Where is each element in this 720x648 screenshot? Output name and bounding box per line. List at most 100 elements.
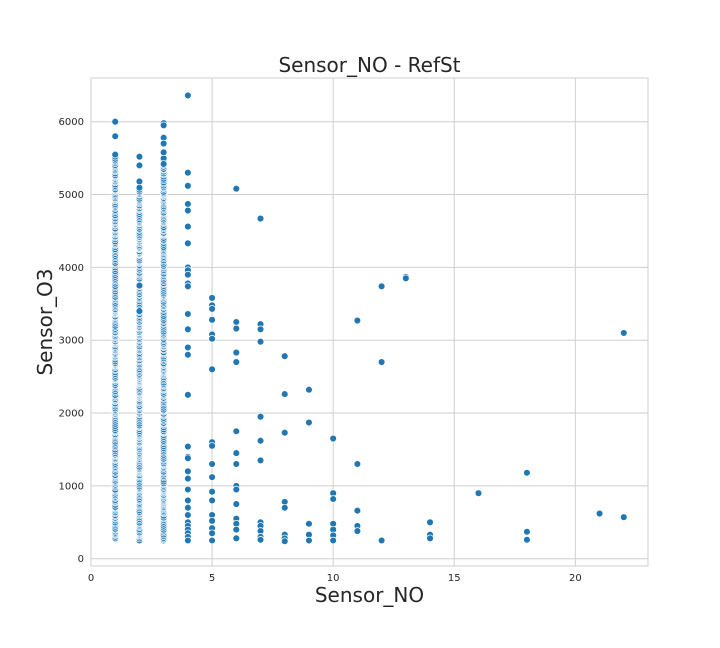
x-tick-label: 15 (448, 573, 461, 584)
data-point (474, 489, 483, 497)
data-point (232, 500, 241, 508)
data-point (353, 506, 362, 515)
y-tick-label: 4000 (59, 263, 84, 274)
data-point (135, 183, 144, 192)
data-point (184, 270, 192, 279)
data-point (523, 536, 531, 544)
data-point (280, 428, 289, 437)
data-point (159, 148, 168, 157)
data-point (232, 485, 241, 494)
data-point (523, 469, 531, 477)
data-point (232, 534, 241, 543)
data-point (256, 337, 265, 346)
data-point (208, 365, 216, 374)
data-point (184, 467, 192, 476)
data-point (208, 305, 216, 313)
x-tick-labels: 0 5 10 15 20 (88, 573, 582, 584)
data-point (184, 325, 192, 334)
x-tick-label: 10 (327, 573, 340, 584)
data-point (280, 503, 289, 512)
data-point (208, 529, 216, 537)
data-point (184, 351, 192, 359)
data-point (620, 513, 628, 521)
data-point (184, 474, 192, 483)
data-point (184, 310, 192, 318)
data-point (159, 139, 168, 148)
data-point (184, 206, 192, 215)
data-point (184, 343, 192, 352)
data-point (232, 358, 241, 366)
data-point (111, 132, 119, 141)
data-point (184, 222, 192, 231)
data-point (208, 442, 216, 450)
x-tick-label: 0 (88, 573, 94, 584)
data-point (377, 536, 386, 545)
data-point (305, 536, 313, 545)
data-point (208, 517, 216, 525)
data-point (208, 487, 216, 496)
y-tick-labels: 0 1000 2000 3000 4000 5000 6000 (59, 117, 84, 565)
y-tick-label: 2000 (59, 409, 84, 420)
data-point (329, 495, 337, 503)
data-point (184, 503, 192, 512)
data-point (232, 348, 241, 357)
data-point (377, 282, 386, 291)
data-point (184, 91, 192, 100)
y-tick-label: 5000 (59, 190, 84, 201)
data-point (208, 496, 216, 505)
data-point (184, 239, 192, 248)
x-axis-label: Sensor_NO (315, 583, 424, 607)
data-point (523, 528, 531, 536)
data-point (305, 418, 313, 427)
grid-lines (90, 78, 648, 566)
data-point (280, 537, 289, 545)
data-point (184, 536, 192, 545)
data-point (426, 518, 434, 527)
data-point (135, 281, 144, 290)
data-point (208, 335, 216, 343)
y-tick-label: 1000 (59, 481, 84, 492)
data-point (184, 168, 192, 177)
data-point (232, 449, 241, 457)
data-point (184, 485, 192, 494)
data-point (184, 496, 192, 505)
data-point (232, 318, 241, 326)
y-axis-label: Sensor_O3 (33, 268, 57, 375)
y-tick-label: 3000 (59, 336, 84, 347)
data-point (232, 460, 241, 468)
data-point (208, 536, 216, 545)
data-point (135, 307, 144, 315)
plot-frame (90, 77, 649, 567)
x-tick-label: 5 (209, 573, 215, 584)
data-point (111, 117, 119, 126)
data-point (208, 294, 216, 302)
data-point (256, 456, 265, 465)
data-point (232, 324, 241, 333)
data-point (329, 536, 337, 545)
data-point (184, 182, 192, 190)
data-point (280, 352, 289, 360)
data-point (595, 509, 604, 518)
data-point (353, 316, 362, 325)
data-point (184, 511, 192, 519)
data-point (184, 282, 192, 291)
y-tick-label: 6000 (59, 117, 84, 128)
x-tick-label: 20 (569, 573, 582, 584)
data-point (426, 534, 434, 543)
data-point (208, 316, 216, 324)
data-point (232, 427, 241, 436)
chart-title: Sensor_NO - RefSt (278, 53, 460, 77)
data-point (159, 160, 168, 168)
data-point (256, 436, 265, 445)
data-point (111, 150, 119, 159)
data-point (305, 385, 313, 394)
data-point (184, 442, 192, 451)
data-point (208, 473, 216, 481)
data-point (135, 161, 144, 170)
data-point (135, 177, 144, 186)
data-point (232, 525, 241, 534)
data-point (184, 391, 192, 399)
data-point (620, 329, 628, 337)
data-point (377, 358, 386, 366)
